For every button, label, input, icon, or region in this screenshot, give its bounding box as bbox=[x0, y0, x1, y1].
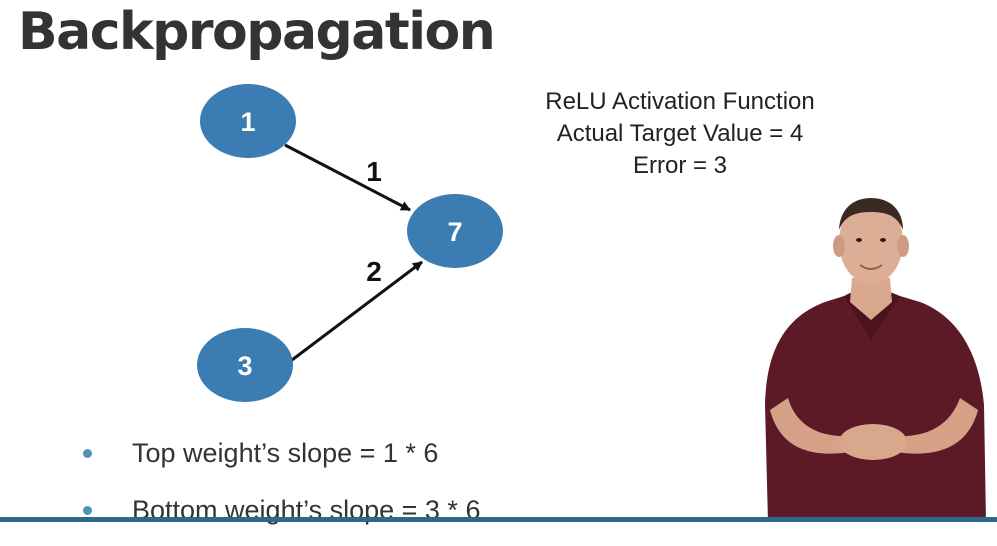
node-input-bottom-label: 3 bbox=[237, 351, 252, 381]
presenter-hands bbox=[839, 424, 907, 460]
node-input-top-label: 1 bbox=[240, 107, 255, 137]
slope-bullet-list: Top weight’s slope = 1 * 6 Bottom weight… bbox=[80, 432, 480, 546]
target-value-note: Actual Target Value = 4 bbox=[505, 118, 855, 150]
top-weight-slope-bullet: Top weight’s slope = 1 * 6 bbox=[80, 432, 480, 489]
edge-top-weight-label: 1 bbox=[366, 156, 382, 187]
presenter-eye-right bbox=[880, 238, 886, 242]
edge-bottom-weight-label: 2 bbox=[366, 256, 382, 287]
node-output-label: 7 bbox=[447, 217, 462, 247]
video-bottom-bar bbox=[0, 517, 997, 522]
presenter-ear-right bbox=[897, 235, 909, 257]
activation-function-note: ReLU Activation Function bbox=[505, 86, 855, 118]
error-note: Error = 3 bbox=[505, 150, 855, 182]
presenter-ear-left bbox=[833, 235, 845, 257]
problem-notes: ReLU Activation Function Actual Target V… bbox=[505, 86, 855, 182]
edge-bottom-to-output bbox=[288, 262, 422, 363]
presenter-eye-left bbox=[856, 238, 862, 242]
presenter-video bbox=[740, 190, 997, 522]
edge-top-to-output bbox=[285, 145, 410, 210]
